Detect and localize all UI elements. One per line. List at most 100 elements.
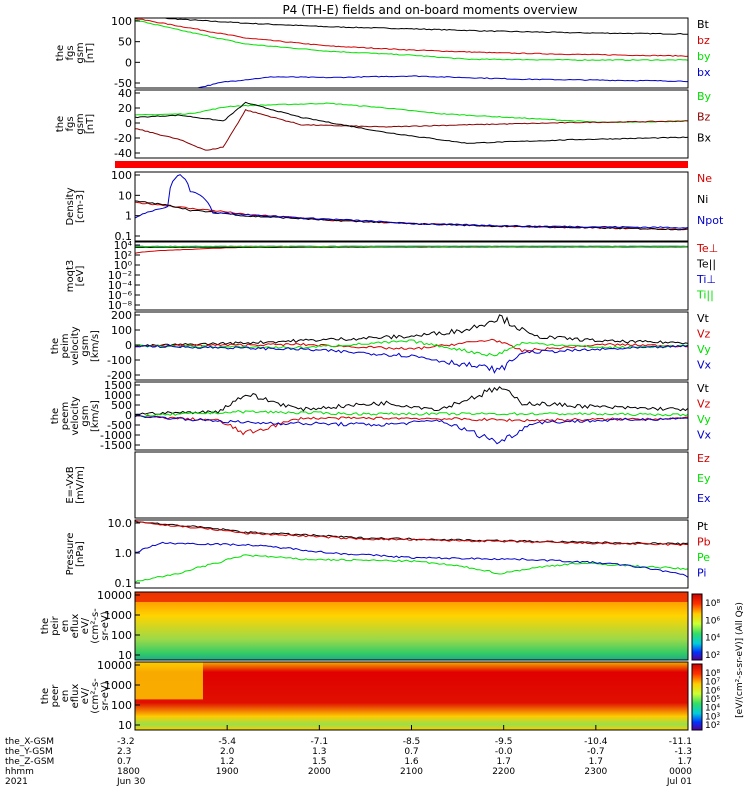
xtick-x-6: -11.1 [669, 737, 692, 747]
ylabel-efield-0: E=-VxB [65, 466, 76, 503]
xtick-y-1: 2.0 [220, 747, 235, 757]
series-pressure-Pb-1 [134, 520, 688, 546]
series-pressure-Pi-3 [135, 541, 689, 578]
ytick-label-fgs_dsl-3: -20 [114, 132, 132, 145]
colorbar-tick-0-2: 10⁴ [705, 634, 720, 644]
legend-efield-1: Ey [697, 472, 711, 485]
xtick-z-4: 1.7 [497, 757, 511, 767]
ylabel-peir_eflux-1: peir [50, 615, 61, 635]
panel-frame-temperature [134, 241, 689, 311]
ytick-label-peem_velocity-1: 1000 [104, 389, 132, 402]
panel-frame-peir_eflux [134, 591, 689, 661]
ytick-label-peer_eflux-0: 10000 [97, 659, 132, 672]
panel-density: 100 10 1 0.1 Density [cm-3] Ne Ni Npot [65, 169, 724, 243]
panel-frame-peem_velocity [134, 381, 689, 451]
spectrogram-early-band [135, 662, 203, 700]
legend-fgs_dsl-1: Bz [697, 111, 711, 124]
legend-fgs_gsm-3: bx [697, 66, 711, 79]
ytick-label-peir_eflux-3: 10 [118, 649, 132, 662]
panel-frame-fgs_dsl [134, 89, 689, 159]
series-peim_velocity-Vt-0 [134, 314, 689, 347]
xtick-x-0: -3.2 [117, 737, 135, 747]
panel-peer_eflux: 10000 1000 100 10 the peer en eflux eV/(cm²-s-sr… [40, 659, 689, 732]
ylabel-temperature-1: [eV] [75, 266, 86, 287]
ylabel-peem_velocity-2: velocity [70, 396, 81, 435]
ylabel-peer_eflux-5: (cm²-s- [90, 678, 101, 714]
legend-peem_velocity-1: Vz [697, 398, 711, 411]
legend-temperature-1: Te|| [696, 258, 716, 271]
legend-density-0: Ne [697, 172, 712, 185]
xaxis-row-label-4: 2021 [5, 777, 28, 787]
colorbar-tick-1-3: 10⁵ [705, 695, 720, 705]
ylabel-peim_velocity-0: the [50, 338, 61, 354]
xtick-y-6: -1.3 [674, 747, 692, 757]
ylabel-peir_eflux-6: sr-eV) [100, 611, 111, 640]
series-peim_velocity-Vx-3 [134, 344, 689, 374]
ytick-label-peim_velocity-2: 0 [125, 339, 132, 352]
ytick-label-temperature-1: 10² [114, 249, 132, 262]
xtick-y-5: -0.7 [587, 747, 605, 757]
series-pressure-Pe-2 [134, 554, 689, 583]
series-peem_velocity-Vy-2 [134, 409, 689, 418]
figure-title: P4 (TH-E) fields and on-board moments ov… [282, 3, 577, 17]
ytick-label-fgs_gsm-1: 50 [118, 36, 132, 49]
ytick-label-temperature-4: 10⁻⁴ [108, 279, 133, 292]
legend-density-2: Npot [697, 214, 724, 227]
colorbar-tick-1-6: 10² [705, 721, 720, 731]
legend-efield-2: Ex [697, 492, 711, 505]
colorbar-tick-1-1: 10⁷ [705, 678, 720, 688]
legend-peim_velocity-2: Vy [697, 343, 711, 356]
series-density-Ne-0 [134, 201, 689, 231]
ytick-label-peir_eflux-0: 10000 [97, 589, 132, 602]
xtick-hhmm-0: 1800 [117, 767, 140, 777]
ytick-label-peim_velocity-4: -200 [107, 369, 132, 382]
legend-pressure-1: Pb [697, 536, 711, 549]
legend-temperature-0: Te⊥ [696, 242, 718, 255]
ytick-label-peim_velocity-0: 200 [111, 309, 132, 322]
series-peem_velocity-Vz-1 [134, 414, 689, 436]
xtick-date-0: Jun 30 [116, 777, 146, 787]
legend-peim_velocity-0: Vt [697, 312, 710, 325]
xtick-x-3: -8.5 [403, 737, 421, 747]
ytick-label-fgs_gsm-0: 100 [111, 15, 132, 28]
series-peem_velocity-Vt-0 [134, 386, 689, 415]
legend-pressure-0: Pt [697, 520, 709, 533]
series-fgs_gsm-bx-3 [135, 75, 688, 89]
ytick-label-peem_velocity-4: -500 [107, 419, 132, 432]
legend-fgs_gsm-1: bz [697, 34, 710, 47]
ylabel-pressure-0: Pressure [65, 533, 76, 576]
ytick-label-fgs_dsl-4: -40 [114, 147, 132, 160]
spectrogram-peir_eflux [135, 592, 688, 660]
xaxis-row-label-3: hhmm [5, 767, 34, 777]
xtick-hhmm-2: 2000 [308, 767, 331, 777]
colorbar-1 [691, 663, 703, 731]
legend-density-1: Ni [697, 193, 708, 206]
ytick-label-density-1: 10 [118, 189, 132, 202]
ylabel-peir_eflux-4: eV/ [80, 617, 91, 634]
ytick-label-peer_eflux-3: 10 [118, 719, 132, 732]
colorbar-0 [691, 593, 703, 661]
ytick-label-fgs_dsl-2: 0 [125, 117, 132, 130]
ylabel-peer_eflux-3: eflux [70, 684, 81, 709]
ytick-label-temperature-0: 10⁴ [114, 239, 133, 252]
legend-temperature-3: Ti|| [696, 289, 714, 302]
xaxis-row-label-2: the_Z-GSM [5, 757, 54, 767]
xtick-hhmm-3: 2100 [400, 767, 423, 777]
ylabel-pressure-1: [nPa] [75, 541, 86, 567]
legend-fgs_gsm-0: Bt [697, 18, 710, 31]
ylabel-peem_velocity-4: [km/s] [90, 400, 101, 432]
xtick-y-3: 0.7 [404, 747, 418, 757]
xtick-z-3: 1.6 [404, 757, 419, 767]
ylabel-peem_velocity-1: peem [60, 402, 71, 430]
series-pressure-Pt-0 [134, 520, 689, 546]
ylabel-fgs_gsm-0: the [55, 45, 66, 61]
legend-peem_velocity-2: Vy [697, 413, 711, 426]
xtick-x-2: -7.1 [311, 737, 329, 747]
colorbar-tick-0-1: 10⁶ [705, 616, 720, 626]
ytick-label-peer_eflux-2: 100 [111, 699, 132, 712]
ytick-label-pressure-1: 1.0 [115, 547, 133, 560]
series-fgs_dsl-Bz-1 [134, 109, 689, 151]
ytick-label-peem_velocity-0: 1500 [104, 379, 132, 392]
